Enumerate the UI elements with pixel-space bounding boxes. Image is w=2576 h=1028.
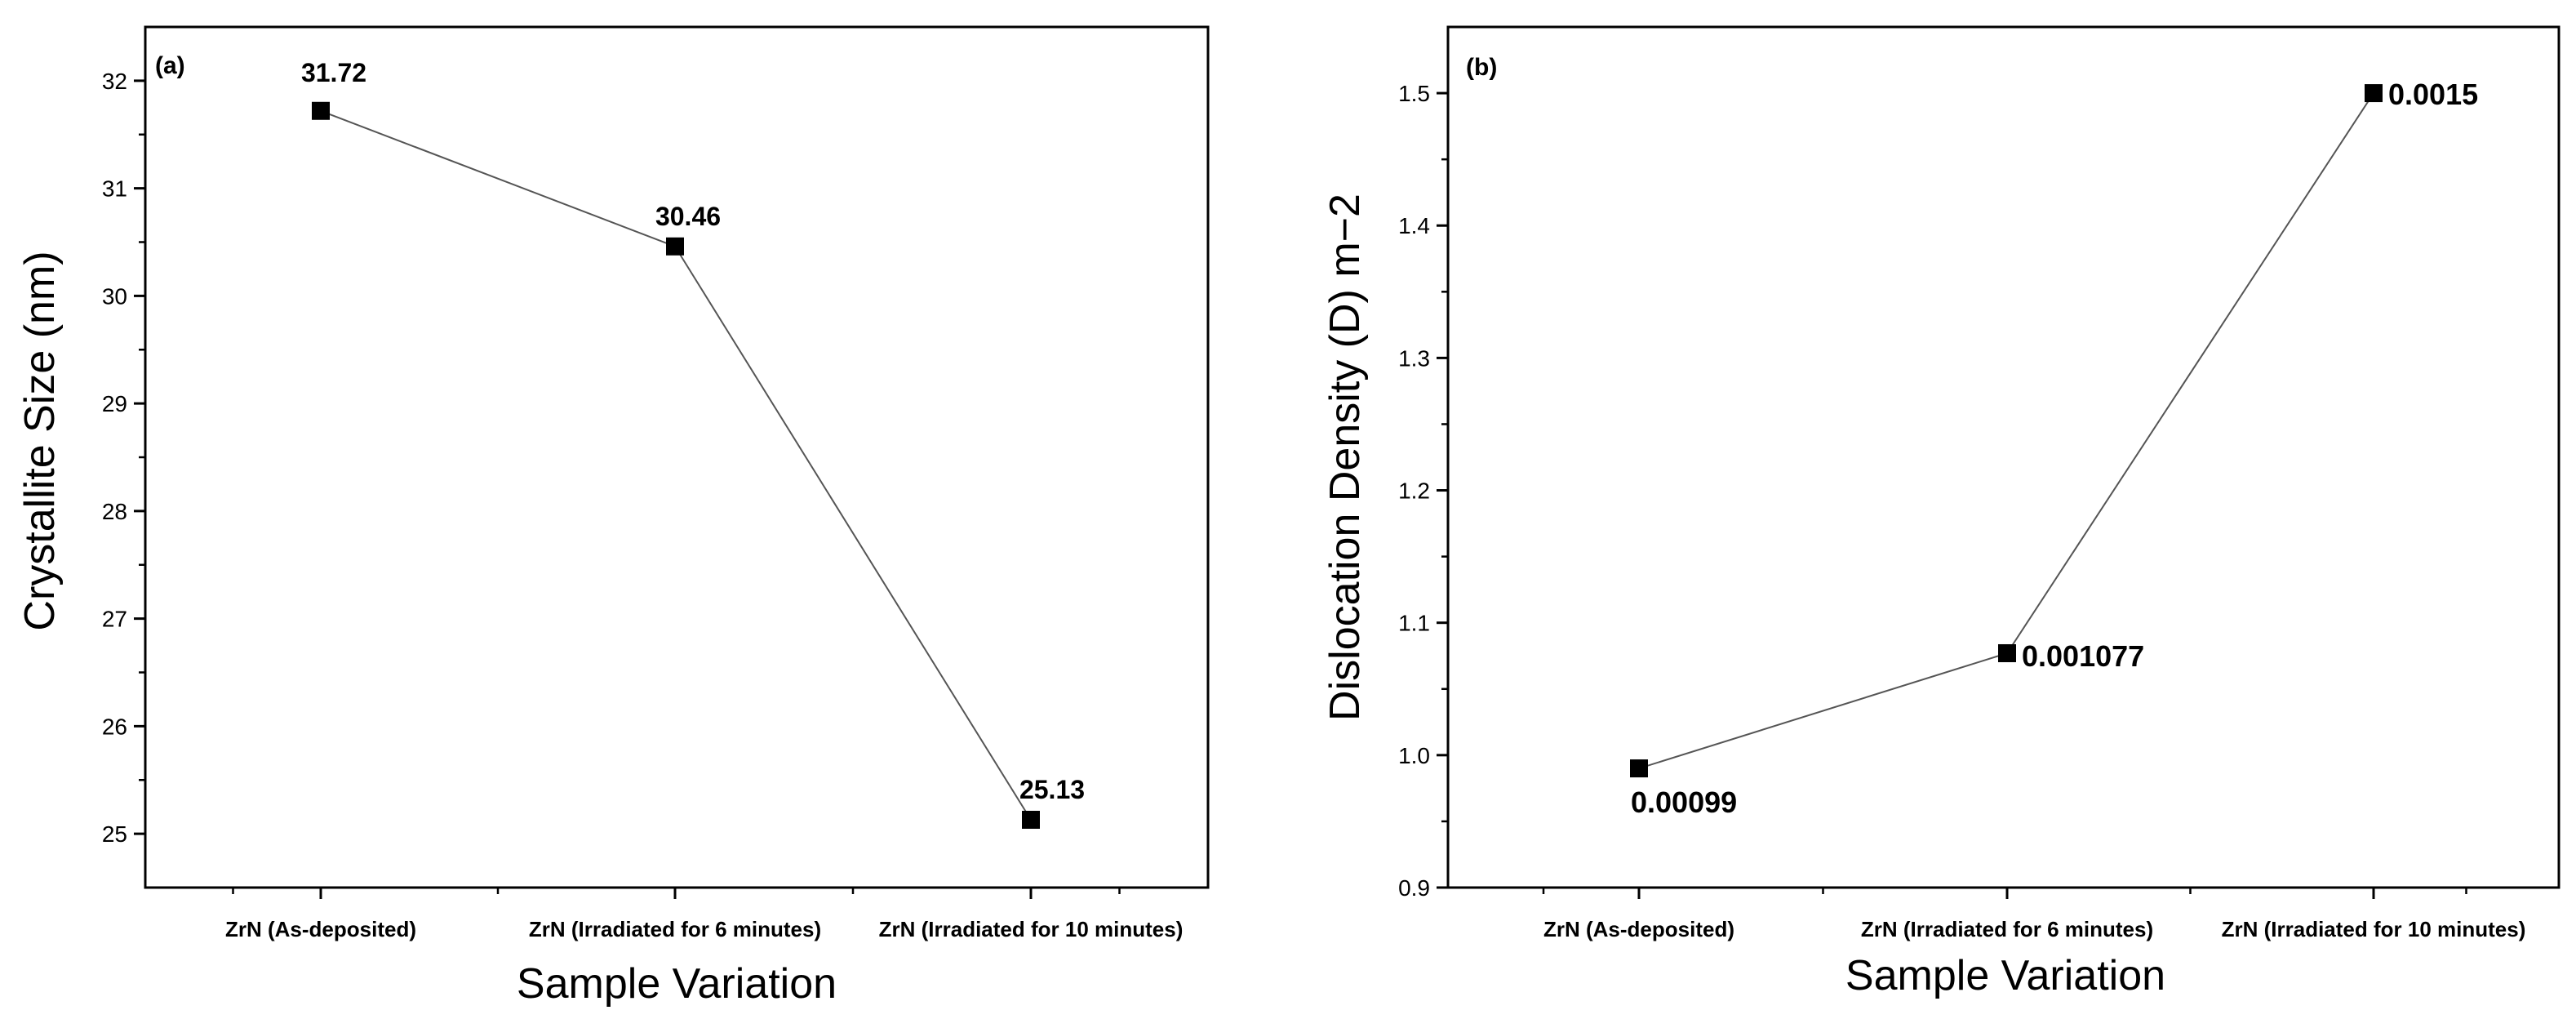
b-y-tick-label: 0.9 (1398, 875, 1430, 901)
b-y-tick-label: 1.0 (1398, 743, 1430, 768)
b-x-tick-label: ZrN (As-deposited) (1543, 917, 1734, 941)
a-y-tick-label: 26 (102, 714, 127, 739)
a-data-point (666, 237, 684, 256)
b-data-label: 0.001077 (2022, 639, 2144, 673)
panel-b-x-axis-title: Sample Variation (1845, 952, 2165, 999)
a-x-tick-label: ZrN (Irradiated for 6 minutes) (529, 917, 821, 941)
panel-b-y-axis: 0.9 1.0 1.1 1.2 1.3 1.4 1.5 (1398, 81, 1448, 901)
panel-b-tag: (b) (1466, 54, 1497, 81)
a-y-tick-label: 31 (102, 176, 127, 202)
b-data-label: 0.0015 (2388, 78, 2478, 111)
b-data-point (1998, 643, 2016, 662)
b-y-tick-label: 1.4 (1398, 213, 1430, 238)
panel-b-markers: 0.00099 0.001077 0.0015 (1630, 78, 2478, 819)
a-data-label: 25.13 (1019, 775, 1085, 804)
a-data-point (312, 101, 330, 120)
b-y-tick-label: 1.5 (1398, 81, 1430, 106)
a-y-tick-label: 32 (102, 69, 127, 94)
a-y-tick-label: 28 (102, 499, 127, 524)
panel-b-series-line (1638, 92, 2374, 770)
a-y-tick-label: 29 (102, 391, 127, 416)
panel-a-markers: 31.72 30.46 25.13 (301, 58, 1085, 829)
panel-a-y-axis-title: Crystallite Size (nm) (16, 251, 64, 630)
b-data-point (2365, 84, 2383, 103)
b-x-tick-label: ZrN (Irradiated for 10 minutes) (2222, 917, 2526, 941)
panel-b-y-axis-title: Dislocation Density (D) m−2 (1321, 194, 1369, 721)
panel-a-plot-frame (144, 25, 1210, 889)
panel-a-x-axis: ZrN (As-deposited) ZrN (Irradiated for 6 … (225, 888, 1183, 941)
b-x-tick-label: ZrN (Irradiated for 6 minutes) (1861, 917, 2153, 941)
a-data-point (1022, 810, 1040, 829)
b-data-label: 0.00099 (1631, 785, 1737, 819)
panel-a-tag: (a) (155, 52, 185, 79)
a-data-label: 30.46 (655, 202, 721, 231)
b-y-tick-label: 1.3 (1398, 345, 1430, 371)
panel-b-plot-frame (1446, 25, 2560, 889)
a-data-label: 31.72 (301, 58, 366, 87)
b-y-tick-label: 1.2 (1398, 478, 1430, 504)
b-y-tick-label: 1.1 (1398, 611, 1430, 636)
panel-a-y-axis: 25 26 27 28 29 30 31 32 (102, 69, 145, 847)
panel-b-x-axis: ZrN (As-deposited) ZrN (Irradiated for 6 … (1542, 888, 2526, 941)
panel-b-dislocation-density: (b) 0.9 1.0 1.1 1.2 1.3 1.4 1.5 ZrN (As-deposi… (1321, 25, 2560, 999)
a-y-tick-label: 27 (102, 607, 127, 632)
b-data-point (1630, 759, 1648, 778)
a-y-tick-label: 25 (102, 821, 127, 847)
a-y-tick-label: 30 (102, 283, 127, 309)
a-x-tick-label: ZrN (Irradiated for 10 minutes) (879, 917, 1184, 941)
panel-a-x-axis-title: Sample Variation (517, 960, 837, 1008)
a-x-tick-label: ZrN (As-deposited) (225, 917, 416, 941)
